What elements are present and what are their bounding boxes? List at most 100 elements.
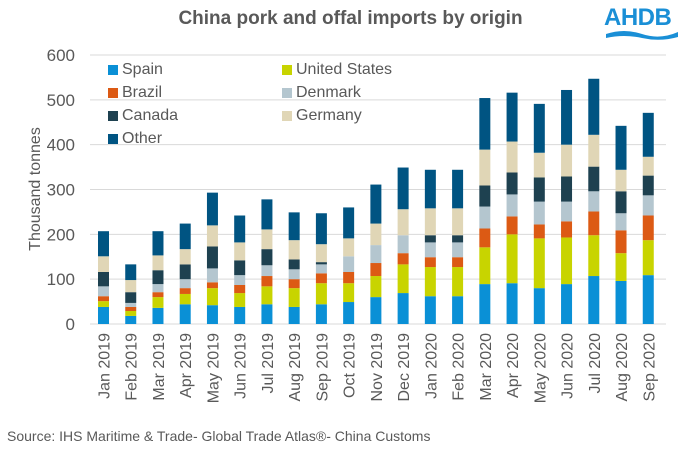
bar-segment-canada	[261, 249, 273, 266]
bar-segment-germany	[179, 249, 191, 265]
bar-segment-brazil	[424, 257, 436, 268]
bar-segment-united-states	[642, 240, 654, 276]
bar-segment-canada	[424, 235, 436, 243]
bar-segment-germany	[125, 280, 137, 293]
x-tick-label: Sep 2019	[314, 333, 331, 402]
bar-segment-united-states	[452, 267, 464, 297]
bar-segment-other	[506, 92, 518, 142]
y-tick-label: 600	[47, 46, 75, 65]
bar-segment-united-states	[206, 288, 218, 306]
bar-segment-brazil	[288, 279, 300, 289]
bar-segment-united-states	[261, 286, 273, 305]
bar-segment-denmark	[206, 268, 218, 283]
bar-segment-brazil	[98, 296, 109, 302]
x-tick-label: Mar 2019	[151, 333, 168, 401]
bar-segment-united-states	[152, 297, 164, 308]
bar-segment-brazil	[506, 216, 518, 235]
x-tick-label: Apr 2019	[178, 333, 195, 398]
bar-segment-other	[588, 78, 600, 135]
bar-segment-spain	[206, 305, 218, 324]
bar-segment-united-states	[315, 283, 327, 305]
bar-segment-other	[234, 215, 246, 243]
legend-label: Germany	[296, 107, 362, 124]
bar-segment-canada	[561, 176, 573, 202]
bar-segment-germany	[261, 229, 273, 250]
bar-segment-denmark	[424, 242, 436, 258]
bar-segment-brazil	[561, 221, 573, 238]
legend-item-other: Other	[108, 130, 162, 148]
bar-segment-spain	[452, 296, 464, 324]
bar-segment-brazil	[179, 288, 191, 294]
bar-segment-spain	[261, 304, 273, 324]
x-tick-label: Mar 2020	[478, 333, 495, 401]
bar-segment-denmark	[479, 206, 491, 229]
bar-segment-brazil	[315, 273, 327, 284]
logo-wave-icon	[606, 31, 678, 40]
bar-segment-united-states	[288, 288, 300, 307]
bar-segment-germany	[370, 223, 382, 246]
x-tick-label: Aug 2020	[614, 333, 631, 402]
bar-segment-brazil	[533, 224, 545, 239]
bar-segment-spain	[533, 288, 545, 324]
bar-segment-brazil	[152, 292, 164, 298]
bar-segment-other	[125, 264, 137, 281]
bar-segment-denmark	[288, 269, 300, 280]
bar-segment-denmark	[506, 194, 518, 217]
bar-segment-denmark	[152, 284, 164, 293]
bars	[98, 78, 654, 324]
bar-segment-brazil	[234, 284, 246, 294]
x-tick-label: Aug 2019	[287, 333, 304, 402]
bar-segment-brazil	[588, 211, 600, 236]
bar-segment-united-states	[397, 264, 409, 294]
legend-label: Spain	[122, 61, 163, 78]
bar-segment-united-states	[343, 283, 355, 303]
bar-segment-united-states	[479, 247, 491, 285]
bar-segment-spain	[479, 284, 491, 324]
x-tick-label: Dec 2019	[396, 333, 413, 402]
bar-segment-brazil	[370, 263, 382, 277]
x-tick-label: Feb 2019	[124, 333, 141, 401]
bar-segment-canada	[125, 292, 137, 303]
bar-segment-other	[152, 231, 164, 256]
bar-segment-germany	[152, 255, 164, 271]
bar-segment-spain	[370, 297, 382, 324]
bar-segment-spain	[179, 304, 191, 324]
x-tick-label: Sep 2020	[641, 333, 658, 402]
bar-segment-canada	[533, 177, 545, 202]
x-tick-label: Oct 2019	[342, 333, 359, 398]
legend-label: Brazil	[122, 84, 163, 101]
bar-segment-spain	[315, 304, 327, 324]
y-tick-label: 100	[47, 270, 75, 289]
y-axis-ticks: 0 100 200 300 400 500 600	[47, 46, 75, 334]
bar-segment-other	[397, 167, 409, 210]
legend-label: United States	[296, 61, 393, 78]
bar-segment-brazil	[452, 257, 464, 268]
bar-segment-spain	[588, 276, 600, 324]
bar-segment-germany	[234, 242, 246, 261]
bar-segment-spain	[343, 302, 355, 324]
bar-segment-denmark	[125, 302, 137, 307]
bar-segment-germany	[98, 256, 109, 272]
bar-segment-denmark	[261, 265, 273, 277]
legend-item-united-states: United States	[282, 61, 392, 79]
bar-segment-germany	[206, 225, 218, 247]
bar-segment-canada	[615, 191, 627, 214]
x-tick-label: Jan 2020	[423, 333, 440, 399]
bar-segment-canada	[642, 175, 654, 196]
bar-segment-brazil	[397, 253, 409, 265]
bar-segment-other	[452, 169, 464, 209]
bar-segment-canada	[588, 166, 600, 192]
bar-segment-united-states	[424, 267, 436, 297]
bar-segment-denmark	[561, 201, 573, 222]
bar-segment-spain	[125, 315, 137, 324]
bar-segment-other	[370, 184, 382, 224]
chart-title: China pork and offal imports by origin	[178, 8, 523, 29]
legend-label: Other	[122, 130, 163, 147]
legend-item-denmark: Denmark	[282, 84, 361, 102]
y-tick-label: 300	[47, 181, 75, 200]
legend-item-germany: Germany	[282, 107, 362, 125]
bar-segment-canada	[234, 260, 246, 276]
bar-segment-spain	[561, 284, 573, 324]
legend-swatch	[108, 111, 118, 121]
y-tick-label: 0	[66, 315, 75, 334]
